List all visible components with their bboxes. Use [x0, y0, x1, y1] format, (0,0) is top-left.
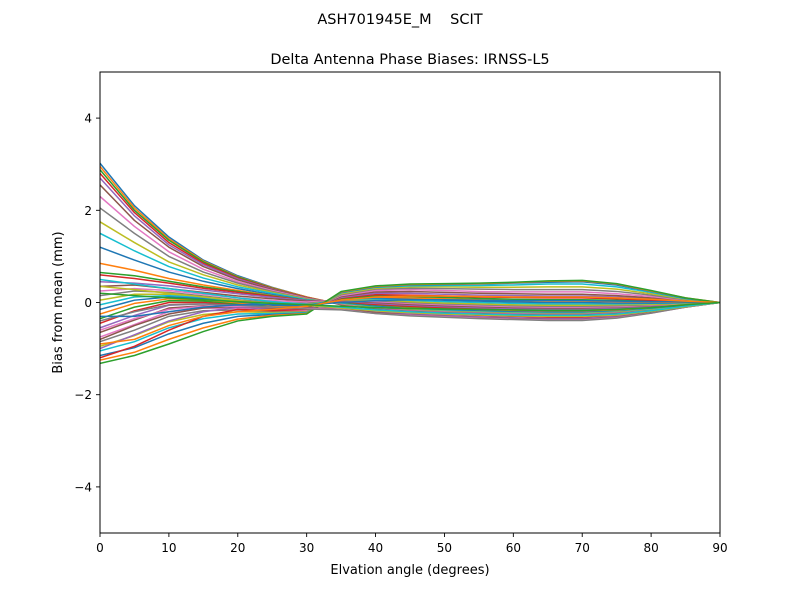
x-axis: 0 10 20 30 40 50 60 70 80 90 — [96, 533, 728, 555]
x-axis-label: Elvation angle (degrees) — [330, 563, 489, 578]
series-line — [100, 281, 720, 310]
y-axis-label: Bias from mean (mm) — [51, 231, 66, 373]
series-line — [100, 296, 720, 311]
y-tick-label: −4 — [74, 480, 92, 494]
series-line — [100, 301, 720, 322]
series-line — [100, 301, 720, 350]
series-line — [100, 285, 720, 318]
x-tick-label: 30 — [299, 541, 314, 555]
x-tick-label: 50 — [437, 541, 452, 555]
x-tick-label: 70 — [575, 541, 590, 555]
y-tick-label: 0 — [84, 296, 92, 310]
series-line — [100, 286, 720, 348]
x-tick-label: 60 — [506, 541, 521, 555]
series-line — [100, 287, 720, 343]
chart-suptitle: ASH701945E_M SCIT — [317, 12, 482, 28]
series-line — [100, 287, 720, 308]
series-line — [100, 295, 720, 345]
x-tick-label: 90 — [712, 541, 727, 555]
x-tick-label: 10 — [161, 541, 176, 555]
x-tick-label: 40 — [368, 541, 383, 555]
series-line — [100, 298, 720, 318]
y-tick-label: 2 — [84, 204, 92, 218]
series-line — [100, 283, 720, 352]
x-tick-label: 20 — [230, 541, 245, 555]
y-tick-label: 4 — [84, 112, 92, 126]
series-line — [100, 293, 720, 324]
series-lines — [100, 162, 720, 365]
series-line — [100, 279, 720, 365]
x-tick-label: 0 — [96, 541, 104, 555]
x-tick-label: 80 — [643, 541, 658, 555]
y-axis: −4 −2 0 2 4 — [74, 112, 100, 494]
series-line — [100, 278, 720, 317]
y-tick-label: −2 — [74, 388, 92, 402]
series-line — [100, 292, 720, 312]
series-line — [100, 290, 720, 307]
chart-title: Delta Antenna Phase Biases: IRNSS-L5 — [270, 52, 549, 68]
